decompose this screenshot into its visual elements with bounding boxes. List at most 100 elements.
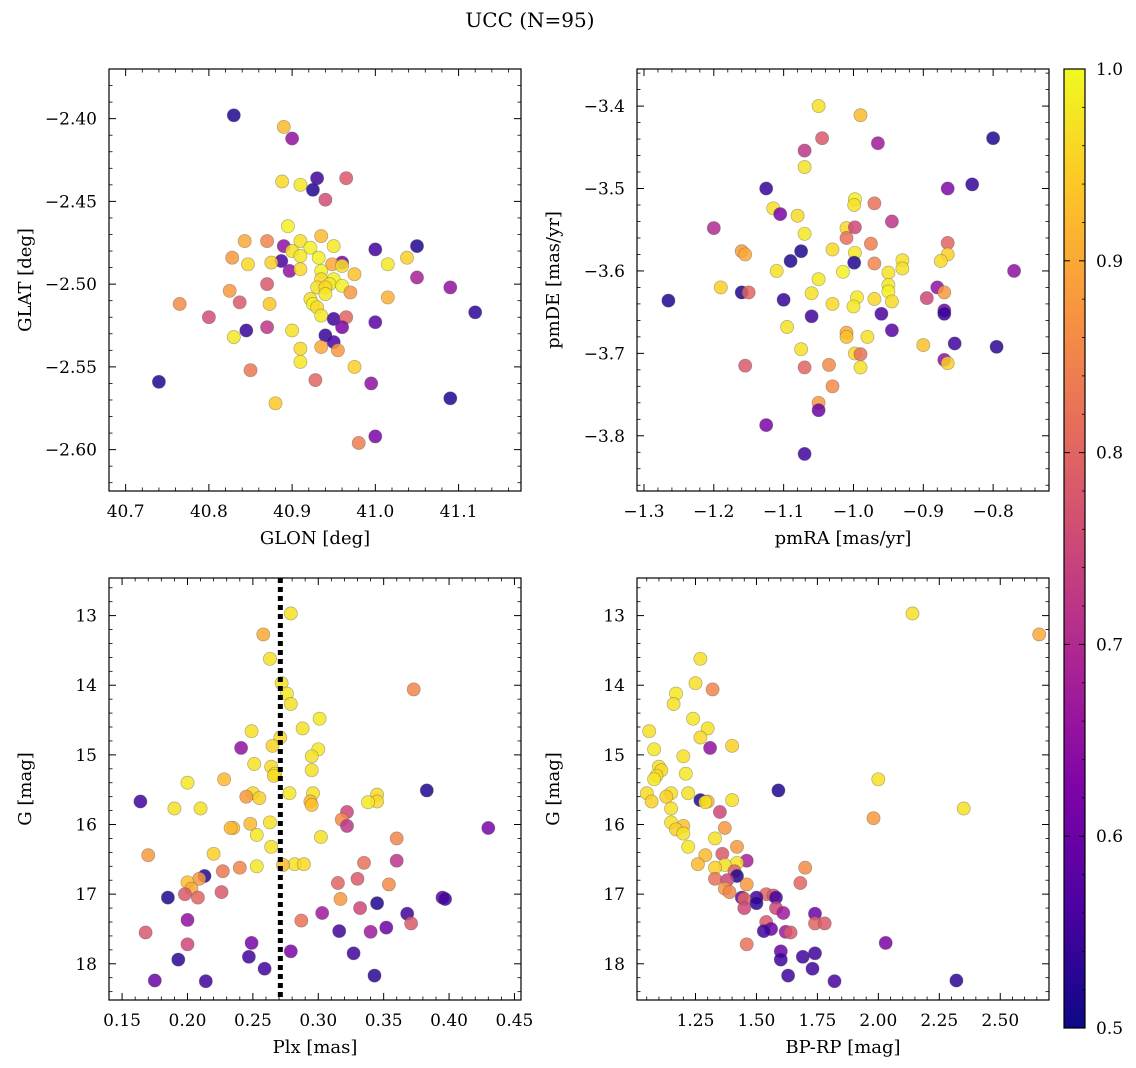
data-point: [295, 721, 310, 736]
data-point: [198, 974, 213, 989]
x-tick-label: 2.25: [920, 1011, 958, 1031]
data-point: [275, 174, 290, 189]
data-point: [871, 772, 886, 787]
data-point: [283, 944, 298, 959]
colorbar-tick-label: 0.6: [1096, 827, 1123, 847]
data-point: [690, 857, 705, 872]
data-point: [681, 839, 696, 854]
data-point: [264, 839, 279, 854]
data-point: [822, 357, 836, 372]
y-axis-label: GLAT [deg]: [15, 228, 36, 332]
data-point: [481, 821, 496, 835]
data-point: [863, 236, 878, 251]
data-point: [293, 234, 308, 249]
data-point: [664, 801, 679, 816]
x-tick-label: 1.75: [798, 1011, 836, 1031]
data-point: [293, 262, 308, 277]
data-point: [725, 738, 740, 753]
data-point: [793, 876, 808, 890]
data-point: [262, 651, 277, 666]
data-point: [940, 181, 955, 196]
data-point: [260, 277, 275, 292]
data-point: [773, 952, 788, 967]
data-point: [815, 131, 830, 146]
data-point: [825, 296, 840, 311]
data-point: [773, 207, 788, 222]
data-point: [839, 231, 854, 245]
data-point: [339, 171, 354, 186]
data-point: [794, 244, 809, 259]
data-point: [346, 946, 361, 961]
x-tick-label: 40.8: [190, 502, 228, 522]
x-tick-label: 1.25: [677, 1011, 715, 1031]
data-point: [310, 171, 325, 186]
y-tick-label: 18: [603, 955, 625, 975]
data-point: [343, 285, 358, 300]
y-tick-label: −2.50: [45, 275, 97, 295]
data-point: [304, 798, 319, 812]
data-point: [825, 242, 840, 257]
data-point: [410, 270, 424, 285]
data-point: [965, 177, 980, 192]
data-point: [389, 831, 404, 846]
data-point: [817, 916, 832, 931]
data-point: [249, 828, 264, 842]
data-point: [781, 968, 796, 983]
data-point: [986, 131, 1001, 146]
data-point: [160, 890, 175, 905]
y-tick-label: 13: [603, 607, 625, 627]
data-point: [293, 249, 308, 263]
data-point: [705, 682, 720, 697]
data-point: [878, 935, 893, 950]
data-point: [805, 961, 820, 976]
data-point: [443, 280, 458, 295]
data-point: [285, 131, 300, 146]
panel-pmra-pmde: −1.3 −1.2 −1.1 −1.0 −0.9 −0.8 −3.4 −3.5 −3.6 −3.7…: [543, 68, 1050, 549]
colorbar-tick-label: 0.5: [1096, 1019, 1123, 1039]
data-point: [206, 846, 221, 861]
data-point: [678, 766, 693, 781]
data-point: [738, 247, 753, 262]
data-point: [151, 374, 166, 389]
data-point: [686, 711, 701, 726]
data-point: [749, 896, 764, 911]
data-point: [368, 315, 383, 330]
data-point: [1032, 627, 1047, 642]
data-point: [308, 373, 323, 388]
data-point: [226, 330, 241, 345]
data-point: [797, 160, 812, 175]
data-point: [406, 682, 421, 697]
y-tick-label: 18: [75, 955, 97, 975]
y-tick-label: −3.5: [584, 180, 625, 200]
data-point: [293, 177, 308, 192]
axes-frame: [636, 577, 1050, 1001]
data-point: [713, 280, 728, 295]
data-point: [314, 229, 329, 244]
data-point: [389, 853, 404, 868]
y-tick-label: −2.60: [45, 441, 97, 461]
data-point: [811, 403, 826, 418]
data-point: [676, 749, 691, 764]
data-point: [260, 320, 275, 335]
data-point: [706, 221, 721, 236]
data-point: [867, 256, 882, 271]
y-tick-label: 16: [603, 816, 625, 836]
data-point: [180, 775, 195, 790]
x-axis-label: pmRA [mas/yr]: [775, 528, 912, 549]
data-point: [243, 816, 258, 831]
y-tick-label: 14: [603, 676, 625, 696]
data-point: [661, 293, 676, 308]
x-tick-label: 0.35: [365, 1011, 403, 1031]
data-point: [759, 181, 774, 196]
y-tick-label: −2.55: [45, 358, 97, 378]
y-tick-label: 15: [75, 746, 97, 766]
data-point: [330, 876, 345, 890]
y-tick-label: 14: [75, 676, 97, 696]
data-point: [798, 860, 813, 875]
data-point: [737, 901, 752, 916]
data-point: [867, 196, 882, 211]
data-point: [741, 285, 756, 300]
data-point: [215, 864, 230, 879]
data-point: [853, 108, 868, 123]
